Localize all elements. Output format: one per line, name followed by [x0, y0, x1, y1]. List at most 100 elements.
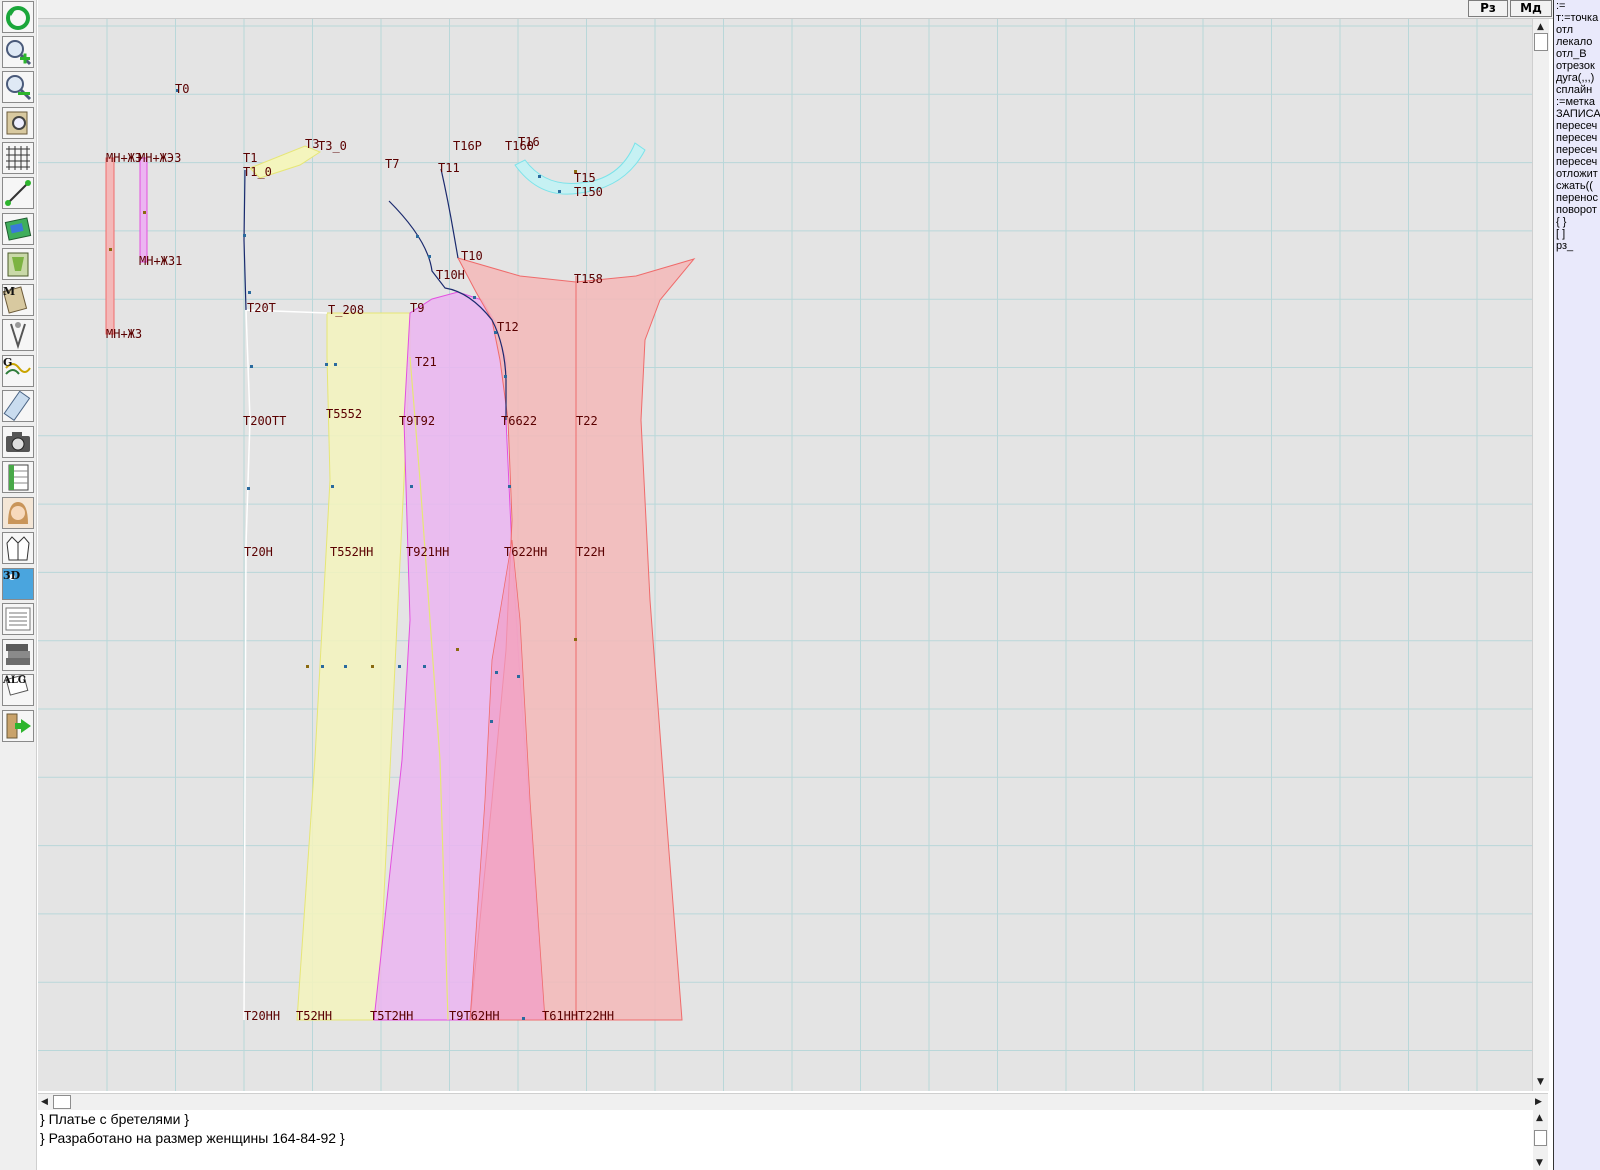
point-label: МН+Ж3	[106, 327, 142, 341]
command-item[interactable]: ЗАПИСА	[1556, 108, 1600, 120]
command-item[interactable]: пересеч	[1556, 120, 1598, 132]
command-item[interactable]: пересеч	[1556, 144, 1598, 156]
command-item[interactable]: лекало	[1556, 36, 1593, 48]
point-label: Т10Н	[436, 268, 465, 282]
alg-icon	[3, 674, 33, 705]
command-item[interactable]: рз_	[1556, 240, 1574, 252]
piece-front-dark-pink	[469, 539, 546, 1021]
point-label: Т6622	[501, 414, 537, 428]
command-item[interactable]: дуга(,,,)	[1556, 72, 1595, 84]
m-button[interactable]: M	[2, 284, 34, 316]
console-scroll-thumb[interactable]	[1534, 1130, 1547, 1146]
m-icon	[2, 285, 33, 315]
vertical-scrollbar[interactable]: ▲ ▼	[1532, 19, 1549, 1091]
command-item[interactable]: отл	[1556, 24, 1574, 36]
point-label: Т552НН	[330, 545, 373, 559]
3d-label: 3D	[3, 569, 21, 582]
horizontal-scroll-thumb[interactable]	[53, 1095, 71, 1109]
point-label: Т15	[574, 171, 596, 185]
command-item[interactable]: :=	[1556, 0, 1566, 12]
scroll-left-arrow[interactable]: ◀	[41, 1097, 48, 1107]
pattern-button[interactable]	[2, 248, 34, 280]
console-scroll-down-arrow[interactable]: ▼	[1536, 1158, 1543, 1168]
point-label: Т16Р	[453, 139, 482, 153]
zoom-in-button[interactable]	[2, 36, 34, 68]
console-output[interactable]: } Платье с бретелями } } Разработано на …	[38, 1110, 1533, 1170]
point-label: Т12	[497, 320, 519, 334]
point-label: Т20ОТТ	[243, 414, 286, 428]
command-item[interactable]: сжать((	[1556, 180, 1593, 192]
command-item[interactable]: пересеч	[1556, 132, 1598, 144]
pattern-icon	[3, 249, 33, 279]
point-label: Т921НН	[406, 545, 449, 559]
3d-button[interactable]: 3D	[2, 568, 34, 600]
zoom-out-button[interactable]	[2, 71, 34, 103]
point-label: Т9Т62НН	[449, 1009, 500, 1023]
command-item[interactable]: перенос	[1556, 192, 1599, 204]
command-item[interactable]: отложит	[1556, 168, 1598, 180]
horizontal-scrollbar[interactable]: ◀ ▶	[38, 1093, 1548, 1110]
alg-button[interactable]: ALG	[2, 674, 34, 706]
avatar-button[interactable]	[2, 497, 34, 529]
command-item[interactable]: :=метка	[1556, 96, 1596, 108]
point-label: Т20Т	[247, 301, 276, 315]
3d-icon	[3, 569, 33, 599]
command-item[interactable]: пересеч	[1556, 156, 1598, 168]
console-scroll-up-arrow[interactable]: ▲	[1536, 1113, 1543, 1123]
g-label: G	[3, 356, 13, 369]
grid-icon	[3, 143, 33, 173]
ruler-button[interactable]	[2, 390, 34, 422]
point-label: Т16	[518, 135, 540, 149]
command-item[interactable]: [ ]	[1556, 228, 1566, 240]
books-button[interactable]	[2, 639, 34, 671]
command-item[interactable]: сплайн	[1556, 84, 1593, 96]
text-doc-button[interactable]	[2, 603, 34, 635]
g-icon	[3, 356, 33, 386]
point-label: Т9	[410, 301, 424, 315]
command-item[interactable]: { }	[1556, 216, 1567, 228]
command-panel: := т:=точка отл лекало отл_В отрезок дуга(,,,)…	[1553, 0, 1600, 1170]
point-label: Т10	[461, 249, 483, 263]
refresh-button[interactable]	[2, 1, 34, 33]
zoom-in-icon	[3, 37, 33, 67]
neck-band-cyan	[514, 142, 646, 195]
tab-rz[interactable]: Рз	[1468, 0, 1508, 17]
g-button[interactable]: G	[2, 355, 34, 387]
exit-icon	[3, 711, 33, 741]
point-label: МН+ЖЭ	[106, 151, 142, 165]
point-label: Т9Т92	[399, 414, 435, 428]
point-label: Т158	[574, 272, 603, 286]
command-item[interactable]: отрезок	[1556, 60, 1595, 72]
point-label: МН+Ж31	[139, 254, 182, 268]
console-scrollbar[interactable]: ▲ ▼	[1533, 1110, 1548, 1170]
m-label: M	[3, 285, 16, 298]
point-label: Т5552	[326, 407, 362, 421]
command-item[interactable]: поворот	[1556, 204, 1597, 216]
point-label: Т11	[438, 161, 460, 175]
top-strip	[38, 0, 1553, 19]
point-label: Т1	[243, 151, 257, 165]
command-item[interactable]: отл_В	[1556, 48, 1587, 60]
map-button[interactable]	[2, 213, 34, 245]
vertical-scroll-thumb[interactable]	[1534, 33, 1548, 51]
tab-md[interactable]: Мд	[1510, 0, 1552, 17]
point-label: МН+ЖЭЗ	[138, 151, 181, 165]
camera-button[interactable]	[2, 426, 34, 458]
command-item[interactable]: т:=точка	[1556, 12, 1599, 24]
point-label: Т20НН	[244, 1009, 280, 1023]
table-button[interactable]	[2, 461, 34, 493]
scroll-up-arrow[interactable]: ▲	[1537, 22, 1544, 32]
jacket-button[interactable]	[2, 532, 34, 564]
drawing-canvas[interactable]: Т0 МН+ЖЭ МН+ЖЭЗ Т1 Т1_0 Т3 Т3_0 Т7 Т11 Т16Р Т16 Т16…	[38, 19, 1532, 1091]
point-label: Т3_0	[318, 139, 347, 153]
point-label: Т622НН	[504, 545, 547, 559]
point-label: Т7	[385, 157, 399, 171]
w-button[interactable]	[2, 319, 34, 351]
line-tool-button[interactable]	[2, 177, 34, 209]
zoom-fit-button[interactable]	[2, 107, 34, 139]
scroll-down-arrow[interactable]: ▼	[1537, 1077, 1544, 1087]
point-label: Т160	[505, 139, 534, 153]
scroll-right-arrow[interactable]: ▶	[1535, 1097, 1542, 1107]
grid-button[interactable]	[2, 142, 34, 174]
exit-button[interactable]	[2, 710, 34, 742]
